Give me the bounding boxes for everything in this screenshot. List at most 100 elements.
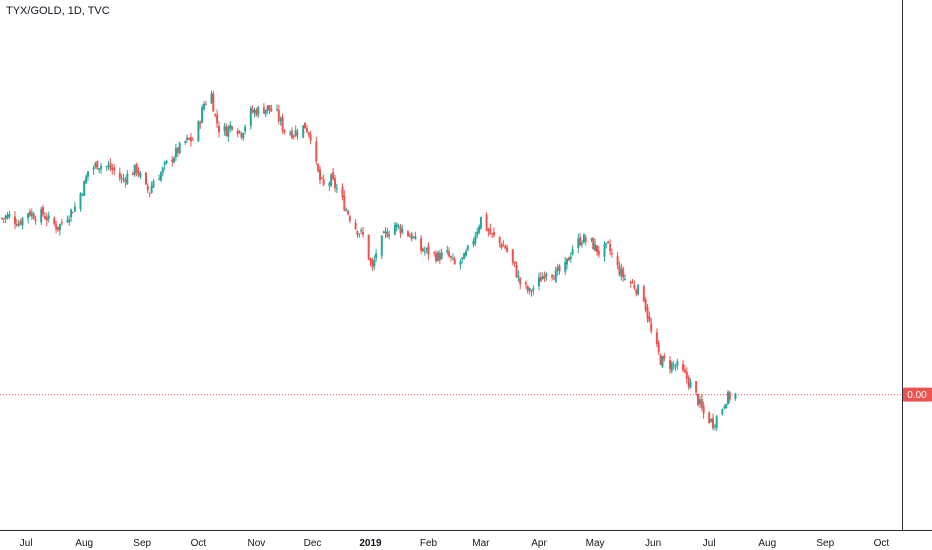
candle-body (513, 261, 516, 264)
candle (427, 242, 430, 260)
candle (410, 231, 413, 242)
candle (451, 253, 454, 261)
candle (539, 271, 542, 282)
candle (70, 208, 73, 222)
candle-body (618, 265, 621, 275)
candle (637, 284, 640, 296)
candle-body (476, 231, 479, 236)
candle-body (83, 181, 86, 197)
candle-body (133, 164, 136, 175)
candle (152, 179, 155, 188)
candle (723, 404, 726, 410)
candle (356, 230, 359, 238)
candle-body (648, 316, 651, 322)
candle-body (186, 137, 189, 140)
candle (446, 245, 449, 255)
candle-body (6, 214, 9, 219)
candle (347, 209, 350, 216)
candle-body (227, 126, 230, 137)
candle-body (347, 211, 350, 215)
candle (564, 256, 567, 275)
candle-body (66, 220, 69, 222)
candle-body (72, 212, 74, 214)
candle (584, 234, 587, 246)
candle-body (81, 194, 84, 196)
candle (487, 227, 490, 237)
candle (124, 176, 127, 188)
candle (133, 164, 136, 177)
candle (597, 246, 600, 258)
candle-body (581, 242, 583, 245)
candle (545, 272, 548, 281)
candle-body (322, 179, 325, 185)
candle (292, 134, 295, 140)
candle-body (459, 261, 462, 265)
candle (670, 360, 673, 374)
candle-body (320, 177, 323, 179)
candle-body (427, 245, 430, 255)
candle-body (4, 216, 7, 219)
candle-body (489, 228, 492, 235)
candle-body (270, 108, 273, 112)
candle (515, 261, 518, 278)
x-tick-label: 2019 (359, 538, 382, 549)
candle (294, 125, 297, 137)
candle (393, 221, 396, 236)
candle (19, 218, 22, 226)
candle (98, 168, 101, 174)
candle-body (674, 366, 677, 368)
candle (335, 183, 338, 193)
candle (683, 365, 686, 374)
candle-body (85, 176, 88, 184)
candle-body (687, 376, 690, 387)
candle-body (450, 256, 452, 258)
candle (554, 266, 557, 283)
candle-body (715, 416, 718, 428)
candle-body (55, 224, 58, 230)
candle (171, 156, 174, 167)
candle-body (584, 237, 587, 242)
candle-body (229, 124, 232, 129)
candle-body (335, 188, 338, 190)
candle (644, 296, 647, 313)
candle (577, 233, 580, 254)
candle-body (670, 363, 673, 372)
candle-body (203, 103, 205, 110)
candle-body (362, 231, 364, 235)
candle (204, 100, 207, 106)
candle-body (386, 232, 389, 237)
candle-body (500, 243, 503, 248)
candle (161, 166, 164, 177)
candle-body (373, 260, 376, 267)
candle-body (676, 361, 679, 366)
candle (476, 227, 479, 239)
candle-body (354, 222, 357, 230)
candle-body (369, 258, 372, 262)
candle-body (526, 286, 529, 292)
candle (257, 105, 260, 119)
x-tick-label: Aug (75, 538, 93, 549)
candle-body (463, 253, 466, 260)
candle-body (493, 232, 495, 236)
candle (461, 257, 464, 264)
candle-body (231, 126, 233, 130)
candle-body (34, 219, 37, 222)
x-tick-label: Sep (133, 538, 151, 549)
candle (407, 230, 409, 237)
candle (448, 247, 451, 258)
candle-body (189, 137, 192, 142)
candle (513, 261, 516, 268)
x-tick-label: Sep (816, 538, 834, 549)
candle (210, 90, 213, 104)
candle (4, 214, 7, 224)
candle-body (281, 116, 284, 131)
candle-body (276, 109, 278, 111)
candle (139, 171, 142, 180)
candle (290, 127, 293, 140)
candle-body (302, 125, 305, 138)
candle-body (635, 289, 638, 294)
candle (485, 212, 488, 232)
candle (348, 214, 351, 224)
